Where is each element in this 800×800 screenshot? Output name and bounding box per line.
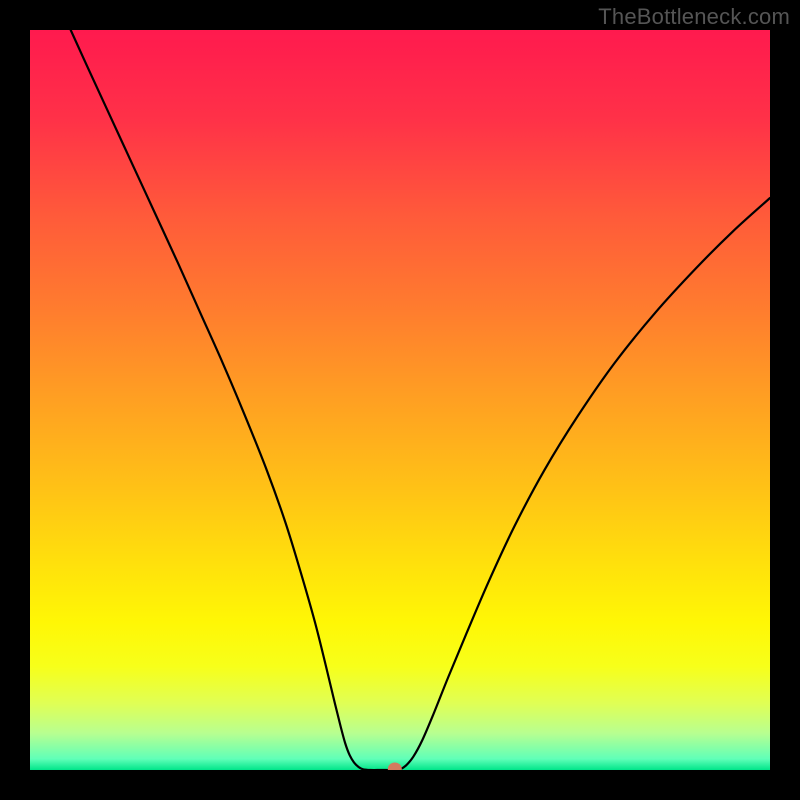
watermark-text: TheBottleneck.com: [598, 4, 790, 30]
chart-plot-background: [30, 30, 770, 770]
bottleneck-chart: [0, 0, 800, 800]
